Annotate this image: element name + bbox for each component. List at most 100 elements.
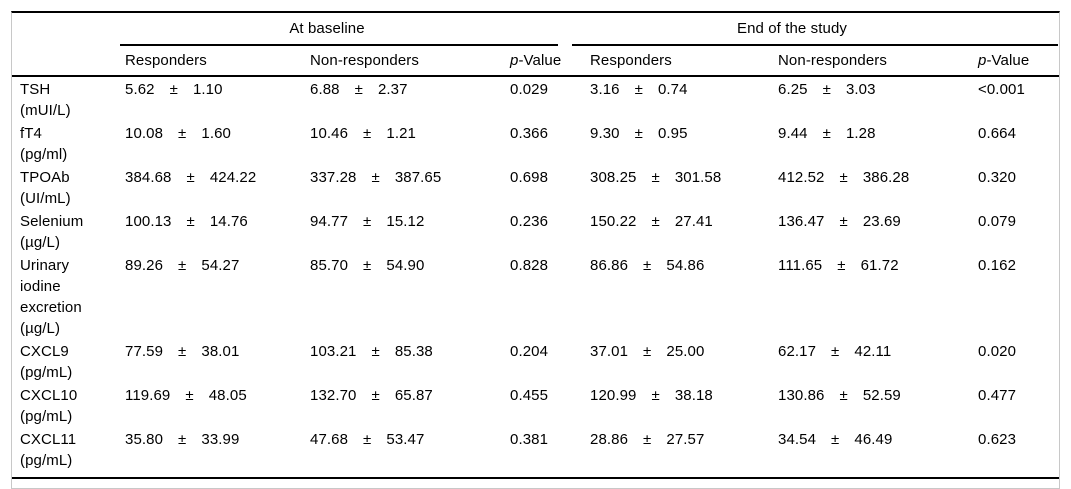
sd-value: 1.28: [845, 125, 876, 142]
mean-sd-value: 85.70 ±54.90: [310, 255, 510, 276]
mean-sd-value: 103.21 ±85.38: [310, 341, 510, 362]
sd-value: 42.11: [854, 343, 892, 360]
row-label: TSH: [20, 81, 51, 98]
plus-minus-sign: ±: [839, 213, 848, 230]
sd-value: 54.86: [666, 257, 705, 274]
row-label: CXCL9: [20, 343, 69, 360]
group-header-end-of-study: End of the study: [736, 20, 847, 37]
mean-value: 28.86: [590, 431, 629, 448]
mean-value: 103.21: [310, 343, 357, 360]
end-p-value-cell: 0.477: [978, 387, 1017, 404]
mean-sd-value: 89.26 ±54.27: [125, 255, 310, 276]
baseline-non-responders-cell: 85.70 ±54.90: [310, 255, 510, 339]
mean-sd-value: 100.13 ±14.76: [125, 211, 310, 232]
end-responders-cell: 37.01 ±25.00: [590, 341, 778, 383]
row-unit: (mUI/L): [20, 102, 71, 119]
end-p-value-cell: 0.664: [978, 125, 1017, 142]
baseline-non-responders-cell: 47.68 ±53.47: [310, 429, 510, 471]
mean-sd-value: 10.08 ±1.60: [125, 123, 310, 144]
plus-minus-sign: ±: [185, 387, 194, 404]
plus-minus-sign: ±: [363, 257, 372, 274]
group-underline-baseline: [120, 44, 558, 46]
row-unit: (µg/L): [20, 320, 61, 337]
plus-minus-sign: ±: [651, 213, 660, 230]
row-label-cell: CXCL11 (pg/mL): [12, 429, 125, 471]
baseline-p-value-cell: 0.828: [510, 257, 549, 274]
baseline-p-value-cell: 0.366: [510, 125, 549, 142]
plus-minus-sign: ±: [643, 343, 652, 360]
col-header-end-p-value: p-Value: [978, 52, 1059, 69]
sd-value: 53.47: [386, 431, 425, 448]
end-p-value-cell: 0.079: [978, 213, 1017, 230]
col-header-baseline-responders: Responders: [125, 52, 207, 69]
row-label-cell: TSH (mUI/L): [12, 79, 125, 121]
sd-value: 65.87: [394, 387, 433, 404]
row-unit: (µg/L): [20, 234, 61, 251]
mean-value: 9.30: [590, 125, 620, 142]
results-table: At baseline End of the study Responders …: [11, 11, 1060, 489]
mean-sd-value: 10.46 ±1.21: [310, 123, 510, 144]
end-non-responders-cell: 34.54 ±46.49: [778, 429, 978, 471]
table-row-cxcl11: CXCL11 (pg/mL) 35.80 ±33.99 47.68 ±53.47 0…: [12, 429, 1059, 471]
baseline-non-responders-cell: 94.77 ±15.12: [310, 211, 510, 253]
col-header-baseline-p-value: p-Value: [510, 52, 590, 69]
plus-minus-sign: ±: [831, 343, 840, 360]
mean-value: 308.25: [590, 169, 637, 186]
row-label: CXCL11: [20, 431, 77, 448]
baseline-p-value-cell: 0.029: [510, 81, 549, 98]
baseline-responders-cell: 10.08 ±1.60: [125, 123, 310, 165]
row-label-cell: TPOAb (UI/mL): [12, 167, 125, 209]
mean-sd-value: 77.59 ±38.01: [125, 341, 310, 362]
p-rest: -Value: [986, 52, 1030, 69]
mean-sd-value: 47.68 ±53.47: [310, 429, 510, 450]
row-unit: (UI/mL): [20, 190, 71, 207]
row-label: TPOAb: [20, 169, 70, 186]
sd-value: 61.72: [860, 257, 899, 274]
table-row-ft4: fT4 (pg/ml) 10.08 ±1.60 10.46 ±1.21 0.366 …: [12, 123, 1059, 165]
mean-value: 337.28: [310, 169, 357, 186]
plus-minus-sign: ±: [363, 125, 372, 142]
mean-value: 37.01: [590, 343, 629, 360]
table-body: TSH (mUI/L) 5.62 ±1.10 6.88 ±2.37 0.029 3.…: [12, 79, 1059, 473]
sd-value: 46.49: [854, 431, 893, 448]
plus-minus-sign: ±: [186, 169, 195, 186]
end-p-value-cell: 0.020: [978, 343, 1017, 360]
group-underline-end-of-study: [572, 44, 1058, 46]
end-non-responders-cell: 62.17 ±42.11: [778, 341, 978, 383]
plus-minus-sign: ±: [371, 343, 380, 360]
baseline-responders-cell: 77.59 ±38.01: [125, 341, 310, 383]
row-label-cell: CXCL10 (pg/mL): [12, 385, 125, 427]
plus-minus-sign: ±: [634, 125, 643, 142]
plus-minus-sign: ±: [371, 387, 380, 404]
mean-sd-value: 119.69 ±48.05: [125, 385, 310, 406]
mean-value: 94.77: [310, 213, 349, 230]
mean-sd-value: 337.28 ±387.65: [310, 167, 510, 188]
mean-value: 77.59: [125, 343, 164, 360]
table-row-cxcl9: CXCL9 (pg/mL) 77.59 ±38.01 103.21 ±85.38 0…: [12, 341, 1059, 383]
plus-minus-sign: ±: [822, 125, 831, 142]
sd-value: 38.18: [674, 387, 713, 404]
sd-value: 2.37: [377, 81, 408, 98]
row-label: Urinary iodine excretion: [20, 257, 82, 316]
p-rest: -Value: [518, 52, 562, 69]
row-unit: (pg/ml): [20, 146, 68, 163]
end-responders-cell: 150.22 ±27.41: [590, 211, 778, 253]
mean-value: 89.26: [125, 257, 164, 274]
sd-value: 14.76: [209, 213, 248, 230]
sd-value: 38.01: [201, 343, 240, 360]
baseline-p-value-cell: 0.455: [510, 387, 549, 404]
baseline-responders-cell: 35.80 ±33.99: [125, 429, 310, 471]
mean-sd-value: 6.88 ±2.37: [310, 79, 510, 100]
plus-minus-sign: ±: [839, 169, 848, 186]
group-header-at-baseline: At baseline: [289, 20, 365, 37]
baseline-p-value-cell: 0.698: [510, 169, 549, 186]
mean-value: 10.08: [125, 125, 164, 142]
mean-sd-value: 111.65 ±61.72: [778, 255, 978, 276]
table-bottom-rule: [12, 477, 1059, 479]
mean-value: 47.68: [310, 431, 349, 448]
mean-value: 6.88: [310, 81, 340, 98]
mean-sd-value: 308.25 ±301.58: [590, 167, 778, 188]
col-header-end-responders: Responders: [590, 52, 672, 69]
plus-minus-sign: ±: [651, 387, 660, 404]
subheader-row: Responders Non-responders p-Value Respon…: [12, 46, 1059, 75]
